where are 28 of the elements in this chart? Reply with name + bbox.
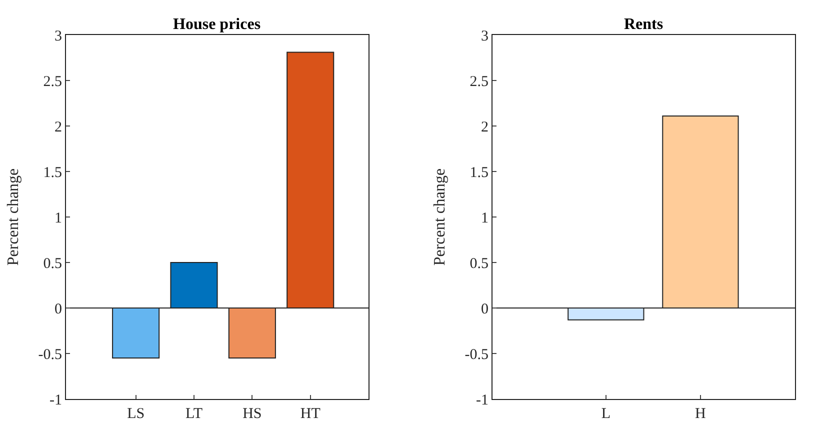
- y-tick-label: -0.5: [464, 346, 488, 363]
- y-tick-label: 3: [54, 28, 62, 44]
- x-tick-label: L: [601, 406, 610, 422]
- chart-title: House prices: [173, 16, 261, 33]
- y-tick-label: 1: [480, 210, 488, 226]
- y-tick-label: 0.5: [470, 256, 488, 272]
- y-tick-label: 2.5: [470, 74, 488, 90]
- x-tick-label: LT: [186, 406, 202, 422]
- x-tick-label: HT: [300, 406, 320, 422]
- y-tick-label: 1.5: [43, 164, 62, 181]
- y-axis-title: Percent change: [432, 168, 449, 266]
- x-tick-label: LS: [127, 406, 145, 422]
- y-tick-label: 0.5: [43, 256, 62, 272]
- y-tick-label: 2.5: [43, 74, 62, 90]
- y-tick-label: 0: [480, 301, 488, 318]
- y-tick-label: -1: [476, 392, 488, 408]
- y-tick-label: 2: [54, 119, 62, 136]
- y-tick-label: 1.5: [470, 164, 488, 181]
- x-tick-label: HS: [242, 406, 262, 422]
- y-tick-label: 1: [54, 210, 62, 226]
- x-tick-label: H: [695, 406, 706, 422]
- chart-title: Rents: [624, 16, 664, 33]
- y-tick-label: 0: [54, 301, 62, 318]
- y-tick-label: -1: [50, 392, 62, 408]
- y-tick-label: 3: [480, 28, 488, 44]
- y-axis-title: Percent change: [5, 168, 22, 266]
- y-tick-label: 2: [480, 119, 488, 136]
- y-tick-label: -0.5: [38, 346, 62, 363]
